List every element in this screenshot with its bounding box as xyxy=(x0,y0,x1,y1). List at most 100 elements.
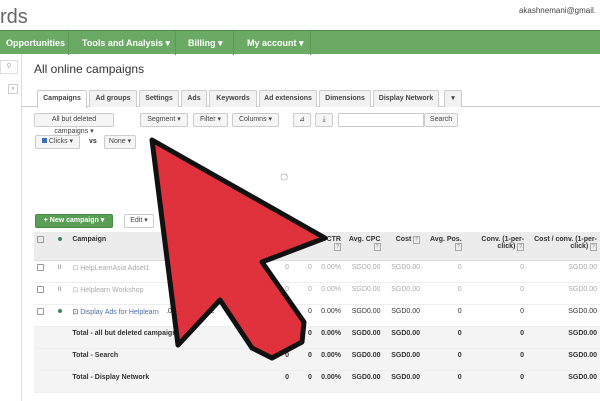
col-cost[interactable]: Cost ? xyxy=(383,232,424,261)
total-pos: 0 xyxy=(423,370,465,393)
new-campaign-button[interactable]: + New campaign ▾ xyxy=(35,214,113,228)
total-cost: SGD0.00 xyxy=(383,370,424,393)
cell-cost: SGD0.00 xyxy=(383,260,424,283)
col-cost-per-conv[interactable]: Cost / conv. (1-per-click) ? xyxy=(527,232,600,261)
cell-pos: 0 xyxy=(423,282,465,305)
account-email[interactable]: akashnemani@gmail. xyxy=(518,6,596,15)
search-input[interactable] xyxy=(338,113,424,127)
enabled-status-icon[interactable] xyxy=(57,308,62,313)
tabs-more-dropdown[interactable]: ▾ xyxy=(444,90,462,107)
total-label: Total - all but deleted campaigns xyxy=(69,326,247,349)
cell-cpconv: SGD0.00 xyxy=(527,304,600,327)
cell-conv: 0 xyxy=(464,282,528,305)
col-avg-cpc[interactable]: Avg. CPC? xyxy=(343,232,384,261)
nav-divider xyxy=(175,31,176,55)
download-icon[interactable]: ⤓ xyxy=(315,113,333,127)
metric1-color-swatch xyxy=(41,138,47,143)
columns-button[interactable]: Columns ▾ xyxy=(232,113,279,127)
total-c2: 0 xyxy=(291,370,315,393)
campaign-name-link[interactable]: Helplearn Workshop xyxy=(80,286,144,294)
campaign-type-icon: ⊡ xyxy=(72,264,79,272)
tab-keywords[interactable]: Keywords xyxy=(209,90,257,107)
red-arrow-icon xyxy=(149,137,328,361)
nav-divider xyxy=(233,31,234,55)
campaign-type-icon: ⊡ xyxy=(72,286,79,294)
page-title: All online campaigns xyxy=(34,62,145,76)
cell-cpc: SGD0.00 xyxy=(343,282,384,305)
total-cpconv: SGD0.00 xyxy=(527,348,600,371)
col-ctr[interactable]: CTR? xyxy=(314,232,344,261)
row-checkbox[interactable] xyxy=(37,263,44,271)
cell-cpc: SGD0.00 xyxy=(343,304,384,327)
total-c2: 0 xyxy=(291,348,315,371)
total-pos: 0 xyxy=(423,326,465,349)
segment-button[interactable]: Segment ▾ xyxy=(140,113,188,127)
tab-ad-extensions[interactable]: Ad extensions xyxy=(259,90,317,107)
col-avg-pos[interactable]: Avg. Pos. ? xyxy=(423,232,465,261)
col-conv[interactable]: Conv. (1-per-click) ? xyxy=(464,232,528,261)
total-conv: 0 xyxy=(464,348,528,371)
chart-icon[interactable]: ⊿ xyxy=(293,113,311,127)
total-label: Total - Search xyxy=(69,348,247,371)
total-conv: 0 xyxy=(464,370,528,393)
nav-divider xyxy=(310,31,311,55)
paused-status-icon[interactable]: II xyxy=(57,264,62,271)
total-cpc: SGD0.00 xyxy=(343,348,384,371)
collapse-sidebar-icon[interactable]: « xyxy=(8,84,18,94)
tab-settings[interactable]: Settings xyxy=(139,90,179,107)
nav-tools[interactable]: Tools and Analysis ▾ xyxy=(82,38,171,48)
campaign-name-link[interactable]: Display Ads for Helplearn xyxy=(80,308,159,316)
cell-cost: SGD0.00 xyxy=(383,304,424,327)
edit-button[interactable]: Edit ▾ xyxy=(124,214,154,228)
vs-label: vs xyxy=(89,138,97,145)
metric2-select[interactable]: None ▾ xyxy=(104,135,136,149)
top-nav: Opportunities Tools and Analysis ▾ Billi… xyxy=(0,30,600,55)
campaign-filter-select[interactable]: All but deleted campaigns ▾ xyxy=(34,113,114,135)
paused-status-icon[interactable]: II xyxy=(57,286,62,293)
col-campaign[interactable]: Campaign xyxy=(69,232,163,261)
total-ctr: 0.00% xyxy=(314,370,344,393)
tab-ad-groups[interactable]: Ad groups xyxy=(89,90,137,107)
status-header-icon xyxy=(57,237,62,241)
total-cpconv: SGD0.00 xyxy=(527,370,600,393)
cell-conv: 0 xyxy=(464,304,528,327)
total-label: Total - Display Network xyxy=(69,370,247,393)
select-all-checkbox[interactable] xyxy=(37,236,44,243)
sidebar-search-icon[interactable]: ⚲ xyxy=(0,60,18,74)
app-logo: rds xyxy=(0,6,28,28)
metric1-select[interactable]: Clicks ▾ xyxy=(35,135,80,149)
row-checkbox[interactable] xyxy=(37,307,44,315)
nav-my-account[interactable]: My account ▾ xyxy=(247,38,304,48)
cell-ctr: 0.00% xyxy=(314,260,344,283)
cell-cpconv: SGD0.00 xyxy=(527,282,600,305)
tab-campaigns[interactable]: Campaigns xyxy=(37,90,87,108)
total-cpconv: SGD0.00 xyxy=(527,326,600,349)
search-button[interactable]: Search xyxy=(424,113,458,127)
tab-ads[interactable]: Ads xyxy=(181,90,207,107)
filter-button[interactable]: Filter ▾ xyxy=(193,113,228,127)
cell-cpconv: SGD0.00 xyxy=(527,260,600,283)
tab-display-network[interactable]: Display Network xyxy=(373,90,439,107)
sidebar xyxy=(0,54,22,401)
total-cpc: SGD0.00 xyxy=(343,370,384,393)
cell-cpc: SGD0.00 xyxy=(343,260,384,283)
row-checkbox[interactable] xyxy=(37,285,44,293)
loading-spinner-icon: ◌ xyxy=(280,168,289,184)
campaign-name-link[interactable]: HelpLearnAsia Adset1 xyxy=(80,264,150,272)
cell-pos: 0 xyxy=(423,304,465,327)
cell-c2: 0 xyxy=(291,260,315,283)
cell-ctr: 0.00% xyxy=(314,304,344,327)
total-c1: 0 xyxy=(246,370,292,393)
total-cost: SGD0.00 xyxy=(383,326,424,349)
metric1-label: Clicks ▾ xyxy=(48,138,74,145)
total-cost: SGD0.00 xyxy=(383,348,424,371)
cell-cost: SGD0.00 xyxy=(383,282,424,305)
nav-opportunities[interactable]: Opportunities xyxy=(6,38,65,48)
cell-c2: 0 xyxy=(291,282,315,305)
totals-row: Total - Display Network 0 0 0.00% SGD0.00 SGD… xyxy=(34,370,600,393)
total-cpc: SGD0.00 xyxy=(343,326,384,349)
nav-billing[interactable]: Billing ▾ xyxy=(188,38,223,48)
total-ctr: 0.00% xyxy=(314,348,344,371)
tab-dimensions[interactable]: Dimensions xyxy=(319,90,371,107)
